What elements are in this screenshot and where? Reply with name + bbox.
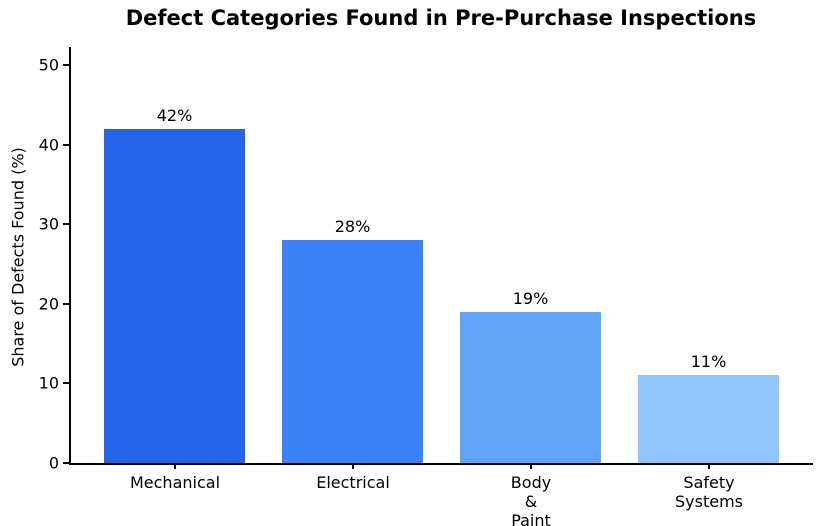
y-tick-mark <box>63 144 69 146</box>
y-tick-mark <box>63 382 69 384</box>
bar-value-label: 11% <box>690 352 727 372</box>
y-tick-mark <box>63 223 69 225</box>
y-tick-label: 20 <box>38 294 59 314</box>
bar-body-and-paint: 19% <box>460 289 601 463</box>
x-tick-label-safety-systems: Safety Systems <box>675 473 743 512</box>
bar-value-label: 42% <box>156 105 193 125</box>
x-axis-spine <box>69 463 813 465</box>
bar-electrical: 28% <box>282 217 423 463</box>
bar-value-label: 28% <box>334 217 371 237</box>
y-tick-mark <box>63 462 69 464</box>
x-tick-mark <box>708 463 710 469</box>
y-axis-spine <box>69 47 71 465</box>
x-tick-label-electrical: Electrical <box>316 473 390 492</box>
y-tick-mark <box>63 303 69 305</box>
y-tick-label: 0 <box>48 453 59 473</box>
x-tick-label-mechanical: Mechanical <box>129 473 221 492</box>
y-tick-label: 40 <box>38 135 59 155</box>
bar-safety-systems: 11% <box>638 352 779 463</box>
y-axis-label: Share of Defects Found (%) <box>8 147 28 367</box>
plot-area: 0 10 20 30 40 50 42% 28% 19% <box>39 47 813 526</box>
x-tick-label-body-and-paint: Body & Paint <box>510 473 552 526</box>
y-tick-mark <box>63 64 69 66</box>
bar-value-label: 19% <box>512 288 549 308</box>
chart-title: Defect Categories Found in Pre-Purchase … <box>125 6 757 30</box>
bar-mechanical: 42% <box>104 106 245 463</box>
x-tick-mark <box>174 463 176 469</box>
y-tick-label: 50 <box>38 55 59 75</box>
y-tick-label: 10 <box>38 373 59 393</box>
x-tick-mark <box>352 463 354 469</box>
y-tick-label: 30 <box>38 214 59 234</box>
x-tick-mark <box>530 463 532 469</box>
